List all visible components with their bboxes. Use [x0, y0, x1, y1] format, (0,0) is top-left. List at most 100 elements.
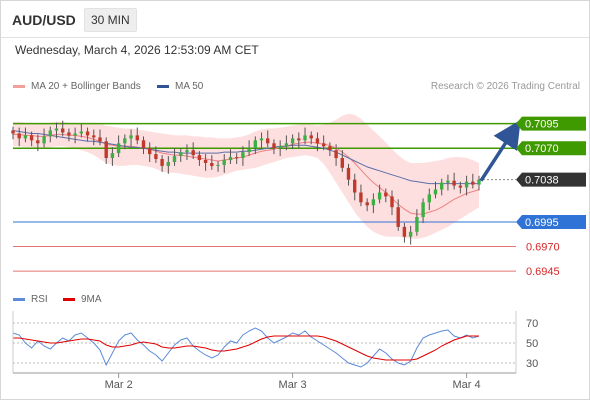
- candle: [384, 188, 388, 203]
- x-axis: Mar 2 Mar 3 Mar 4: [13, 372, 516, 391]
- candle: [340, 150, 344, 172]
- price-level-label: 0.6970: [526, 242, 560, 254]
- candle: [471, 173, 475, 189]
- candle: [353, 173, 357, 201]
- candle-body: [278, 146, 282, 149]
- candle: [278, 140, 282, 157]
- candle-body: [67, 132, 71, 136]
- candle-body: [365, 202, 369, 206]
- candle-body: [415, 217, 419, 232]
- chart-date: Wednesday, March 4, 2026 12:53:09 AM CET: [15, 43, 259, 57]
- candle: [17, 127, 21, 147]
- candle: [371, 193, 376, 214]
- candle-body: [340, 158, 344, 168]
- candle: [365, 198, 369, 212]
- rsi-tick-label: 70: [526, 318, 538, 330]
- candle-body: [54, 128, 59, 131]
- candle: [334, 144, 338, 166]
- price-tag-shape: [516, 116, 586, 131]
- rsi-swatch: [13, 297, 25, 301]
- candle-body: [440, 182, 444, 190]
- price-tag-shape: [516, 172, 586, 187]
- timeframe-button[interactable]: 30 MIN: [84, 8, 137, 32]
- candle: [396, 199, 400, 231]
- price-tag-shape: [516, 141, 586, 156]
- candle: [315, 132, 320, 152]
- candle-body: [179, 152, 183, 156]
- candle: [377, 184, 382, 204]
- x-tick-label: Mar 4: [453, 379, 481, 391]
- legend-ma50-label: MA 50: [175, 81, 204, 92]
- candle: [48, 126, 52, 143]
- candle-body: [477, 179, 481, 185]
- candle-body: [284, 143, 289, 147]
- legend-rsi-label: RSI: [31, 294, 48, 305]
- candle-body: [172, 156, 177, 162]
- rsi-tick-label: 50: [526, 338, 538, 350]
- candle: [235, 153, 239, 164]
- candle-body: [210, 163, 214, 166]
- candle: [160, 155, 164, 172]
- candle: [309, 131, 313, 145]
- candle-body: [160, 159, 164, 166]
- candle: [241, 146, 245, 166]
- candle-body: [297, 138, 301, 141]
- price-level-label: 0.7038: [525, 175, 559, 187]
- candle: [266, 130, 270, 148]
- candle: [98, 129, 102, 146]
- candle-body: [266, 138, 270, 144]
- candle-body: [377, 192, 382, 200]
- candle: [54, 122, 59, 139]
- bollinger-swatch: [13, 84, 25, 88]
- candle: [166, 156, 170, 174]
- candle: [272, 139, 276, 155]
- candle-body: [253, 140, 257, 149]
- candle-body: [17, 133, 21, 139]
- candle: [464, 175, 469, 196]
- candle: [328, 142, 332, 157]
- legend-bollinger-label: MA 20 + Bollinger Bands: [31, 81, 141, 92]
- ma50-swatch: [157, 84, 169, 88]
- candle: [222, 154, 226, 173]
- candle-body: [197, 155, 202, 160]
- candle-body: [23, 135, 28, 139]
- candle-body: [247, 148, 251, 153]
- candle-body: [303, 135, 307, 141]
- candle-body: [309, 135, 313, 139]
- symbol-title: AUD/USD: [12, 12, 76, 28]
- legend-9ma-label: 9MA: [81, 294, 102, 305]
- candle: [154, 146, 158, 163]
- candle: [36, 134, 40, 152]
- candle: [359, 184, 363, 207]
- candle: [197, 151, 202, 166]
- candle-body: [185, 150, 189, 153]
- candle: [42, 128, 46, 148]
- candle-body: [222, 160, 226, 165]
- candle: [247, 140, 251, 157]
- candle-body: [123, 138, 127, 144]
- candle: [135, 127, 139, 145]
- candle-body: [427, 194, 431, 203]
- candle-body: [408, 231, 413, 237]
- candle: [210, 155, 214, 170]
- candle-body: [433, 189, 438, 195]
- legend-rsi: RSI: [13, 294, 48, 305]
- candle: [123, 134, 127, 150]
- candle: [172, 148, 177, 166]
- candle: [477, 175, 481, 191]
- candle: [458, 181, 463, 194]
- candle-body: [36, 140, 40, 144]
- candle-body: [272, 143, 276, 149]
- price-level-label: 0.6945: [526, 266, 560, 278]
- candle-body: [141, 140, 146, 149]
- legend-9ma: 9MA: [63, 294, 102, 305]
- candle-body: [135, 135, 139, 141]
- candle: [228, 149, 233, 164]
- candle-body: [353, 179, 357, 193]
- candles: [11, 120, 481, 245]
- candle-body: [396, 207, 400, 227]
- candle-body: [390, 196, 394, 208]
- x-tick-label: Mar 3: [279, 379, 307, 391]
- ma9-swatch: [63, 297, 75, 301]
